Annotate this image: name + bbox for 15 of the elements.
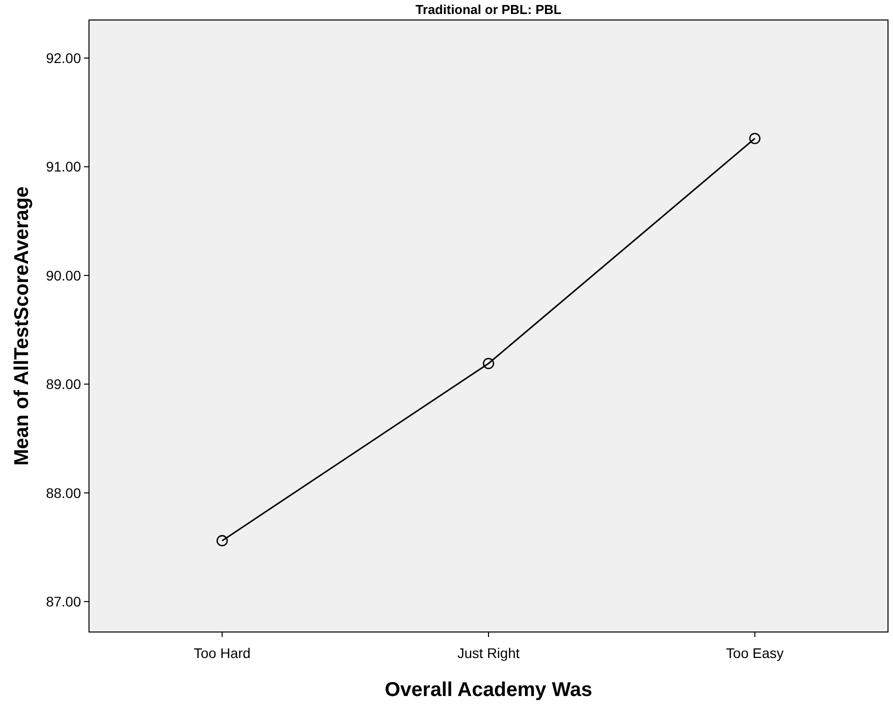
y-axis-title: Mean of AllTestScoreAverage (11, 186, 33, 466)
x-axis-title: Overall Academy Was (384, 679, 592, 701)
x-tick-label: Just Right (457, 645, 520, 661)
x-tick-label: Too Hard (194, 645, 251, 661)
point (216, 535, 228, 546)
y-tick-label: 89.00 (46, 376, 82, 392)
y-tick-label: 90.00 (46, 267, 82, 284)
y-tick-label: 88.00 (46, 484, 82, 501)
chart-title: Traditional or PBL: PBL (416, 2, 562, 17)
y-tick-label: 92.00 (46, 50, 82, 66)
point (749, 132, 760, 144)
point (482, 358, 494, 370)
y-tick-label: 91.00 (46, 158, 82, 175)
y-tick-label: 87.00 (46, 593, 82, 610)
x-tick-label: Too Easy (726, 645, 784, 661)
